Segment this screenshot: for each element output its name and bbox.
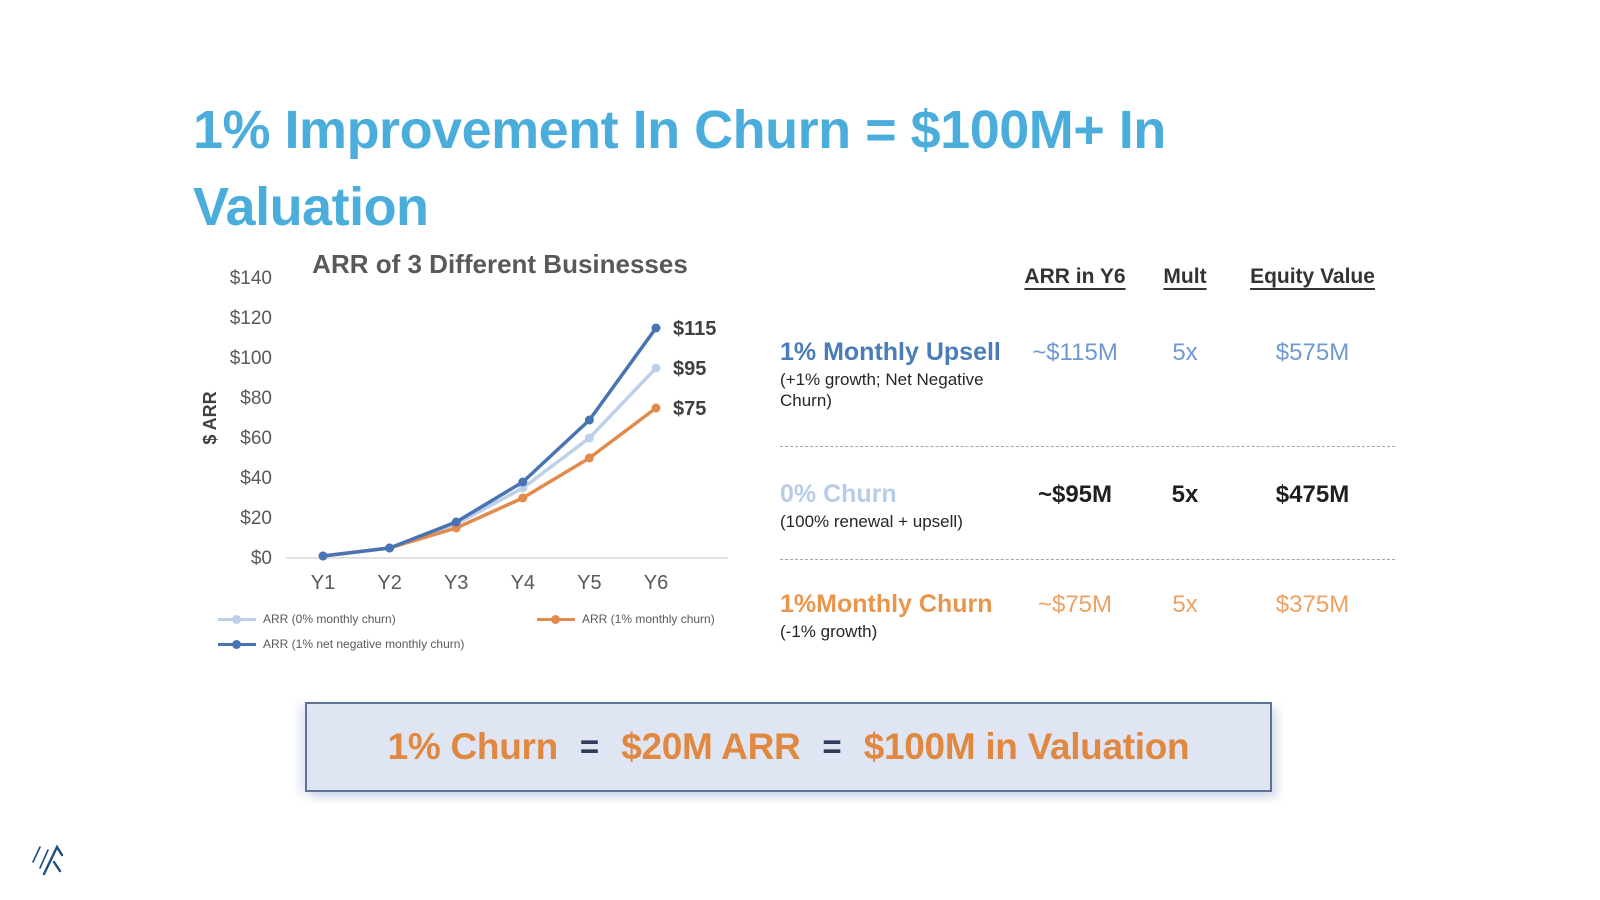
y-tick-label: $0 <box>251 548 272 569</box>
legend-line-marker-icon <box>218 639 256 649</box>
row-label-cell: 1% Monthly Upsell (+1% growth; Net Negat… <box>780 340 1010 411</box>
table-row-monthly-upsell: 1% Monthly Upsell (+1% growth; Net Negat… <box>780 311 1395 448</box>
table-header-row: ARR in Y6 Mult Equity Value <box>780 265 1395 311</box>
mult-value: 5x <box>1172 591 1198 619</box>
x-tick-label: Y1 <box>311 572 335 594</box>
row-sublabel: (-1% growth) <box>780 622 878 642</box>
equity-value: $375M <box>1275 591 1350 619</box>
header-spacer <box>780 265 1010 311</box>
header-equity-value: Equity Value <box>1250 265 1375 288</box>
summary-callout-box: 1% Churn = $20M ARR = $100M in Valuation <box>305 702 1272 792</box>
row-label: 1% Monthly Upsell <box>780 338 1001 366</box>
chart-title: ARR of 3 Different Businesses <box>312 249 688 279</box>
slide-title: 1% Improvement In Churn = $100M+ In Valu… <box>193 100 1166 238</box>
y-tick-label: $100 <box>230 348 272 369</box>
callout-valuation: $100M in Valuation <box>863 726 1190 767</box>
series-end-label: $95 <box>673 358 706 380</box>
y-axis-label: $ ARR <box>200 391 220 444</box>
series-end-label: $75 <box>673 398 706 420</box>
row-label: 1%Monthly Churn <box>780 590 993 619</box>
legend-item: ARR (1% net negative monthly churn) <box>218 637 464 651</box>
callout-equals-icon: = <box>579 728 600 765</box>
row-label: 0% Churn <box>780 480 897 509</box>
series-line <box>321 406 658 558</box>
x-tick-label: Y5 <box>577 572 601 594</box>
y-tick-label: $120 <box>230 308 272 329</box>
legend-item: ARR (1% monthly churn) <box>537 612 715 626</box>
mult-value: 5x <box>1172 339 1198 366</box>
legend-item: ARR (0% monthly churn) <box>218 612 396 626</box>
data-point-marker <box>584 433 594 443</box>
arr-value: ~$75M <box>1037 591 1113 619</box>
data-point-marker <box>651 323 661 333</box>
x-tick-label: Y4 <box>511 572 535 594</box>
arr-value: ~$115M <box>1032 339 1118 366</box>
x-tick-label: Y3 <box>444 572 468 594</box>
company-logo-icon <box>32 844 64 876</box>
row-sublabel: (+1% growth; Net Negative Churn) <box>780 370 984 410</box>
y-tick-label: $60 <box>240 428 272 449</box>
series-line <box>321 326 658 558</box>
data-point-marker <box>651 363 661 373</box>
legend-line-marker-icon <box>537 614 575 624</box>
legend-label: ARR (1% monthly churn) <box>582 612 715 626</box>
y-tick-label: $80 <box>240 388 272 409</box>
callout-arr: $20M ARR <box>621 726 801 767</box>
x-tick-label: Y2 <box>377 572 401 594</box>
valuation-table: ARR in Y6 Mult Equity Value 1% Monthly U… <box>780 265 1395 663</box>
table-row-monthly-churn: 1%Monthly Churn (-1% growth) ~$75M 5x $3… <box>780 560 1395 663</box>
data-point-marker <box>385 543 395 553</box>
x-tick-label: Y6 <box>644 572 668 594</box>
table-row-zero-churn: 0% Churn (100% renewal + upsell) ~$95M 5… <box>780 447 1395 561</box>
y-tick-label: $140 <box>230 268 272 289</box>
row-label-cell: 1%Monthly Churn (-1% growth) <box>780 592 1010 643</box>
data-point-marker <box>651 403 661 413</box>
series-end-label: $115 <box>673 318 716 340</box>
equity-value: $475M <box>1275 481 1350 509</box>
arr-value: ~$95M <box>1037 481 1113 509</box>
legend-line-marker-icon <box>218 614 256 624</box>
data-point-marker <box>518 493 528 503</box>
data-point-marker <box>584 453 594 463</box>
row-sublabel: (100% renewal + upsell) <box>780 512 963 532</box>
arr-line-chart-canvas: ARR of 3 Different Businesses $ ARR $0 $20 $… <box>200 249 728 594</box>
callout-equals-icon: = <box>822 728 842 765</box>
mult-value: 5x <box>1171 481 1199 509</box>
data-point-marker <box>584 415 594 425</box>
arr-line-chart: ARR of 3 Different Businesses $ ARR $0 $20 $… <box>200 240 780 670</box>
y-tick-label: $20 <box>240 508 272 529</box>
legend-label: ARR (0% monthly churn) <box>263 612 396 626</box>
legend-label: ARR (1% net negative monthly churn) <box>263 637 465 651</box>
header-arr-y6: ARR in Y6 <box>1024 265 1126 288</box>
data-point-marker <box>318 551 328 561</box>
y-tick-label: $40 <box>240 468 272 489</box>
header-mult: Mult <box>1163 265 1207 288</box>
row-label-cell: 0% Churn (100% renewal + upsell) <box>780 482 1010 533</box>
data-point-marker <box>518 477 528 487</box>
equity-value: $575M <box>1275 339 1350 366</box>
callout-churn: 1% Churn <box>387 726 559 767</box>
data-point-marker <box>451 517 461 527</box>
